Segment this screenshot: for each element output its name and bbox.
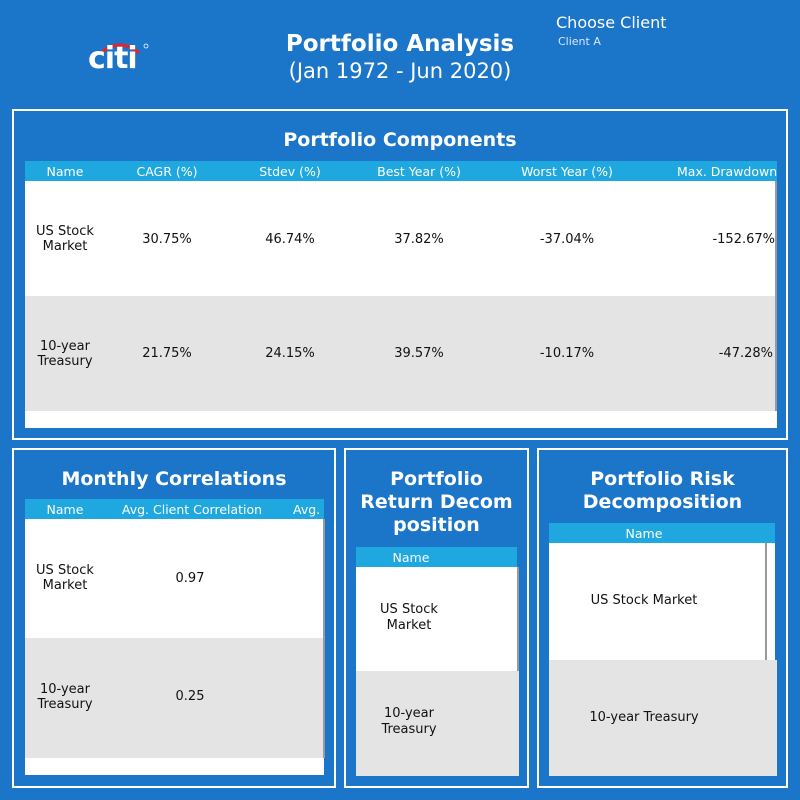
table-row[interactable]: 10-year Treasury (549, 660, 777, 776)
column-header-max-drawdown[interactable]: Max. Drawdown (677, 164, 777, 179)
citi-logo-arc-icon (100, 43, 149, 54)
table-row[interactable]: 10-year Treasury 0.25 (25, 638, 324, 758)
table-header: Name (549, 523, 775, 543)
table-row[interactable]: US Stock Market (356, 567, 517, 671)
monthly-correlations-panel: Monthly Correlations Name Avg. Client Co… (12, 448, 336, 788)
portfolio-return-decomposition-panel: Portfolio Return Decom position Name US … (344, 448, 529, 788)
column-header-avg-client-correlation[interactable]: Avg. Client Correlation (121, 502, 263, 517)
panel-title: Monthly Correlations (61, 468, 287, 490)
table-edge-divider (775, 181, 777, 411)
best-year-value: 37.82% (394, 232, 444, 247)
table-header: Name Avg. Client Correlation Avg. (25, 499, 324, 519)
dashboard-header: citi Portfolio Analysis (Jan 1972 - Jun … (0, 0, 800, 104)
panel-title: Portfolio Risk Decomposition (582, 468, 743, 513)
table-header: Name (356, 547, 517, 567)
portfolio-risk-decomposition-panel: Portfolio Risk Decomposition Name US Sto… (537, 448, 788, 788)
column-header-worst-year[interactable]: Worst Year (%) (521, 164, 613, 179)
row-name: 10-year Treasury (37, 339, 93, 369)
table-row[interactable]: US Stock Market (549, 543, 775, 660)
table-row[interactable]: 10-year Treasury 21.75% 24.15% 39.57% -1… (25, 296, 777, 411)
column-header-name[interactable]: Name (46, 502, 84, 517)
page-subtitle: (Jan 1972 - Jun 2020) (288, 59, 512, 83)
table-scrollbar[interactable] (25, 758, 324, 775)
citi-logo: citi (88, 38, 152, 78)
citi-logo-text: citi (88, 41, 138, 76)
stdev-value: 24.15% (265, 346, 315, 361)
table-row[interactable]: US Stock Market 30.75% 46.74% 37.82% -37… (25, 181, 777, 296)
cagr-value: 30.75% (142, 232, 192, 247)
table-edge-divider (323, 519, 325, 758)
table-edge-divider (517, 567, 519, 671)
panel-title: Portfolio Return Decom position (360, 468, 513, 536)
row-name: US Stock Market (380, 602, 438, 633)
column-header-avg[interactable]: Avg. (293, 502, 321, 517)
correlation-value: 0.97 (175, 571, 205, 586)
client-selector[interactable]: Client A (558, 35, 601, 48)
choose-client-label: Choose Client (556, 13, 667, 32)
correlation-value: 0.25 (175, 689, 205, 704)
max-drawdown-value: -47.28% (718, 346, 773, 361)
row-name: 10-year Treasury (381, 706, 437, 737)
table-row[interactable]: US Stock Market 0.97 (25, 519, 324, 638)
stdev-value: 46.74% (265, 232, 315, 247)
table-scrollbar[interactable] (25, 411, 777, 428)
panel-title: Portfolio Components (283, 129, 517, 151)
page-title: Portfolio Analysis (285, 31, 515, 57)
row-name: US Stock Market (36, 563, 94, 593)
table-row[interactable]: 10-year Treasury (356, 671, 519, 776)
column-header-name[interactable]: Name (392, 550, 430, 565)
best-year-value: 39.57% (394, 346, 444, 361)
table-header: Name CAGR (%) Stdev (%) Best Year (%) Wo… (25, 161, 777, 181)
row-name: US Stock Market (590, 593, 698, 608)
row-name: US Stock Market (36, 224, 94, 254)
max-drawdown-value: -152.67% (712, 232, 775, 247)
cagr-value: 21.75% (142, 346, 192, 361)
worst-year-value: -10.17% (539, 346, 595, 361)
portfolio-components-panel: Portfolio Components Name CAGR (%) Stdev… (12, 109, 788, 440)
column-header-best-year[interactable]: Best Year (%) (377, 164, 461, 179)
table-edge-divider (765, 543, 767, 660)
column-header-stdev[interactable]: Stdev (%) (259, 164, 321, 179)
column-header-name[interactable]: Name (46, 164, 84, 179)
worst-year-value: -37.04% (539, 232, 595, 247)
column-header-name[interactable]: Name (625, 526, 663, 541)
column-header-cagr[interactable]: CAGR (%) (136, 164, 198, 179)
row-name: 10-year Treasury (37, 682, 93, 712)
row-name: 10-year Treasury (589, 710, 699, 725)
